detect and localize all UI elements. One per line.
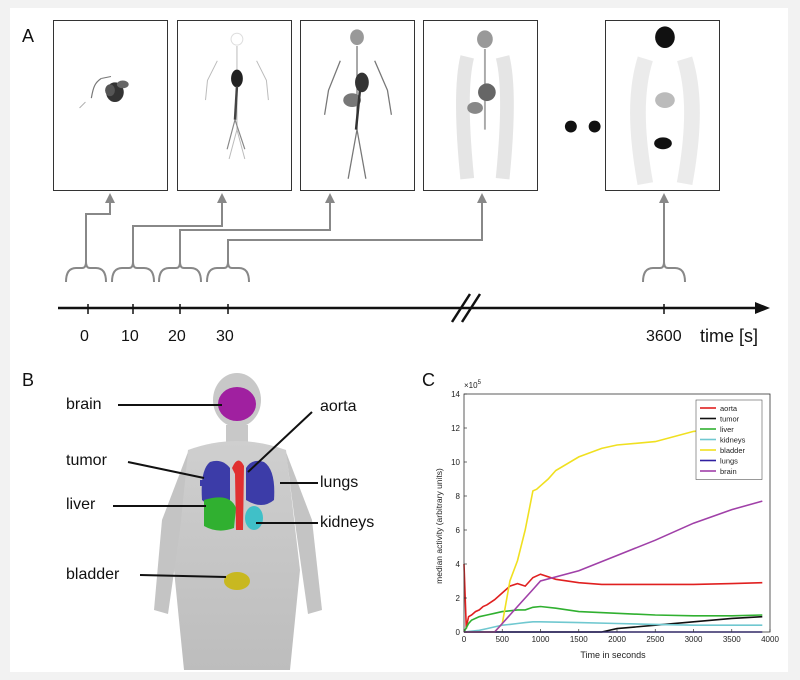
tick-3600: 3600 [646, 328, 682, 345]
x-tick-label: 1500 [570, 635, 588, 644]
y-tick-label: 4 [456, 560, 461, 569]
organ-tumor [200, 480, 206, 486]
x-tick-label: 3500 [723, 635, 741, 644]
connector-2 [132, 198, 223, 262]
label-bladder: bladder [66, 566, 120, 583]
organ-aorta [232, 460, 244, 530]
x-tick-label: 4000 [761, 635, 779, 644]
time-axis-arrow [755, 302, 770, 314]
legend-label-bladder: bladder [720, 446, 746, 455]
panel-label-a: A [22, 26, 35, 46]
time-axis-label: time [s] [700, 326, 759, 346]
x-tick-label: 2500 [646, 635, 664, 644]
legend-label-tumor: tumor [720, 415, 740, 424]
organ-lungs-left [201, 460, 230, 505]
x-tick-label: 0 [462, 635, 467, 644]
label-brain: brain [66, 396, 102, 413]
panel-label-b: B [22, 370, 35, 390]
anatomy-figure [154, 373, 322, 670]
pet-frame-1 [53, 20, 168, 191]
y-tick-label: 12 [451, 424, 460, 433]
connector-3 [179, 198, 331, 262]
label-lungs: lungs [320, 474, 359, 491]
pet-image-1 [79, 76, 129, 109]
timeline-diagram [58, 193, 770, 323]
pet-image-5 [630, 26, 700, 186]
timeline-brackets [65, 261, 686, 283]
series-line-brain [464, 500, 763, 633]
tick-0: 0 [80, 328, 89, 345]
x-tick-label: 3000 [685, 635, 703, 644]
legend-label-lungs: lungs [720, 457, 738, 466]
x-tick-label: 1000 [532, 635, 550, 644]
pet-image-2 [205, 32, 269, 160]
x-tick-label: 500 [496, 635, 510, 644]
tick-10: 10 [121, 328, 139, 345]
y-tick-label: 6 [456, 526, 461, 535]
chart-xlabel: Time in seconds [580, 650, 646, 660]
y-tick-label: 8 [456, 492, 461, 501]
series-line-aorta [463, 563, 763, 629]
legend-label-aorta: aorta [720, 404, 738, 413]
legend-label-liver: liver [720, 425, 734, 434]
organ-brain [218, 387, 256, 421]
pet-frame-3 [300, 20, 415, 191]
pet-frame-2 [177, 20, 292, 191]
organ-lungs-right [246, 460, 275, 505]
panel-label-c: C [422, 370, 435, 390]
series-line-kidneys [463, 621, 763, 633]
series-line-liver [463, 605, 763, 633]
legend-label-brain: brain [720, 467, 737, 476]
y-tick-label: 0 [456, 628, 461, 637]
pet-image-3 [323, 29, 393, 179]
series-line-bladder [464, 428, 709, 633]
label-tumor: tumor [66, 452, 107, 469]
organ-liver [204, 497, 236, 531]
connector-1 [85, 198, 111, 262]
chart-ylabel: median activity (arbitrary units) [434, 468, 444, 584]
pet-image-4 [455, 30, 514, 180]
legend-label-kidneys: kidneys [720, 436, 746, 445]
y-tick-label: 2 [456, 594, 461, 603]
anatomy-callouts [113, 404, 318, 578]
label-aorta: aorta [320, 398, 357, 415]
connector-4 [227, 198, 483, 262]
label-kidneys: kidneys [320, 514, 375, 531]
y-tick-label: 10 [451, 458, 460, 467]
organ-bladder [224, 572, 250, 590]
tick-30: 30 [216, 328, 234, 345]
activity-chart: 0 500 1000 1500 2000 2500 3000 3500 4000 0 2 4 6 8 10 1… [434, 380, 779, 660]
axis-break [450, 293, 482, 323]
label-liver: liver [66, 496, 96, 513]
y-tick-label: 14 [451, 390, 460, 399]
pet-frame-5 [605, 20, 720, 191]
x-tick-label: 2000 [608, 635, 626, 644]
tick-20: 20 [168, 328, 186, 345]
pet-frame-4 [423, 20, 538, 191]
chart-y-multiplier: ×105 [464, 380, 482, 390]
